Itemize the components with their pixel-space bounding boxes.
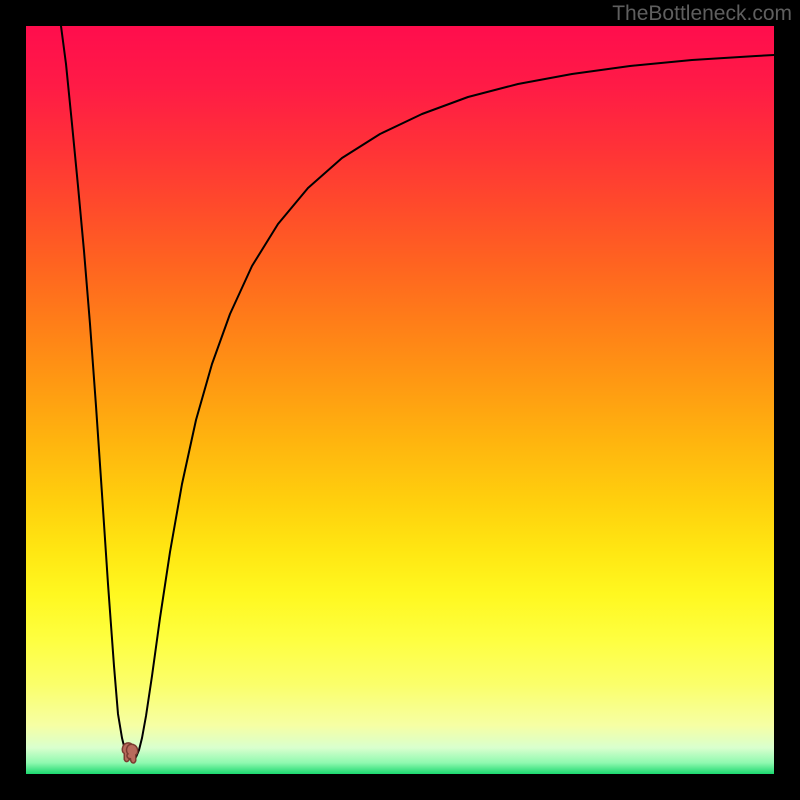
watermark-text: TheBottleneck.com: [612, 2, 792, 26]
chart-container: TheBottleneck.com: [0, 0, 800, 800]
gradient-background: [26, 26, 774, 774]
plot-area: [26, 26, 774, 774]
